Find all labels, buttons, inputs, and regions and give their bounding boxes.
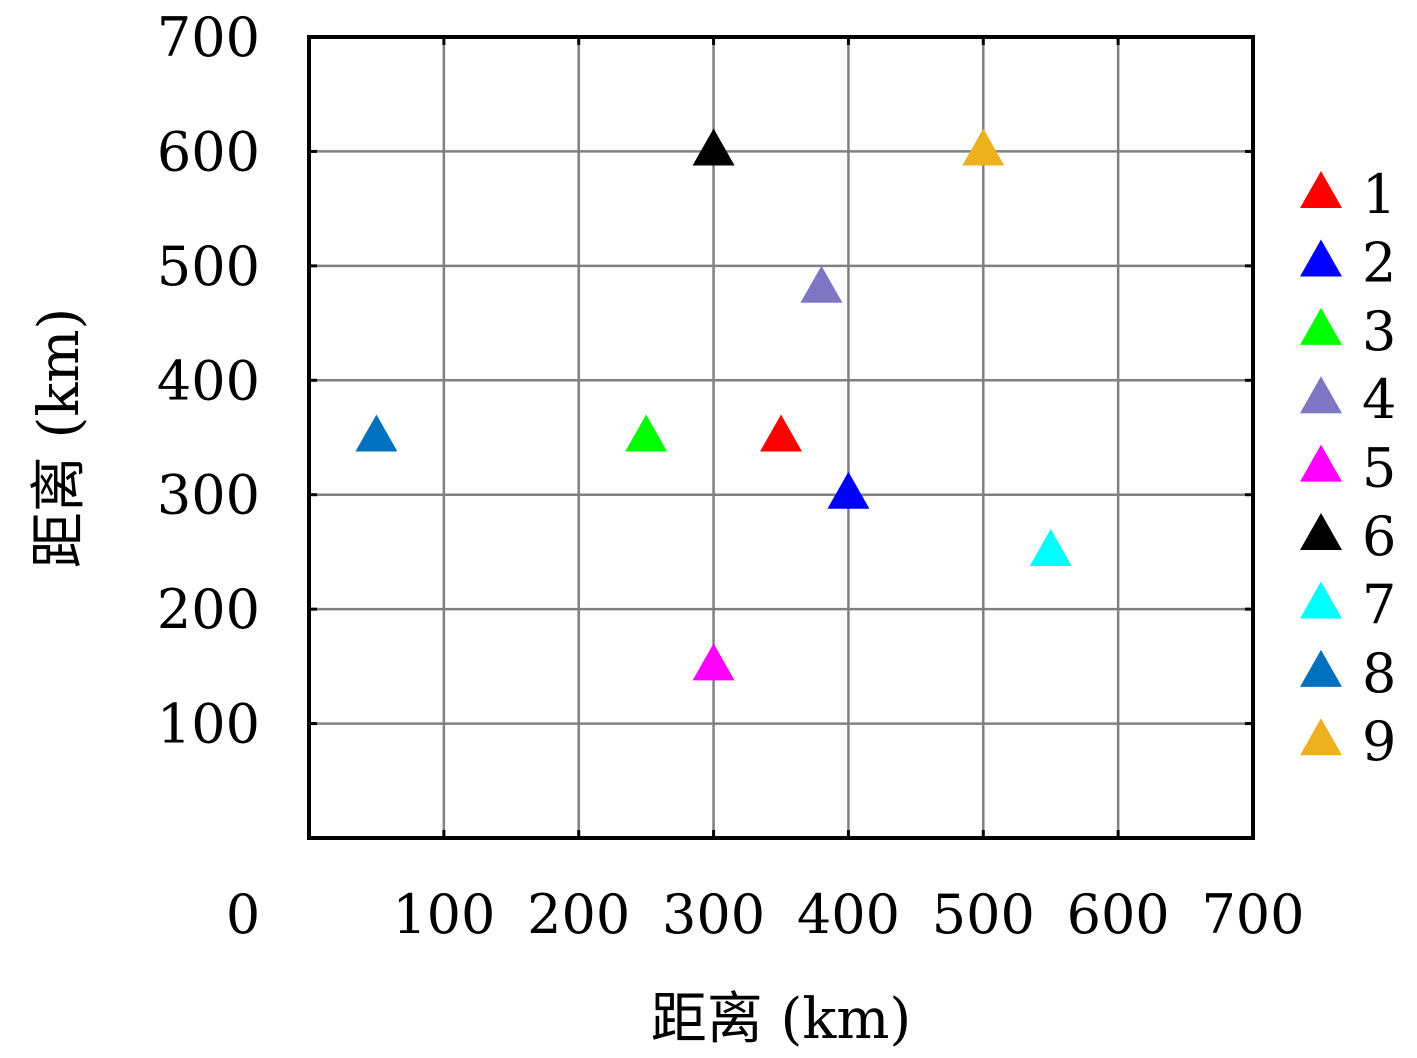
y-tick-label: 500 [157,235,260,298]
x-tick-label: 600 [1067,883,1170,946]
data-point-series-8 [355,414,398,452]
legend-label-7: 7 [1362,573,1396,636]
legend-marker-5 [1300,444,1342,482]
legend-marker-9 [1300,718,1342,756]
data-point-series-9 [962,128,1005,166]
legend-marker-6 [1300,513,1342,551]
y-tick-label: 600 [157,120,260,183]
y-tick-label: 700 [157,6,260,69]
legend-label-2: 2 [1362,231,1396,294]
legend-label-9: 9 [1362,710,1396,773]
data-point-series-7 [1029,528,1072,566]
x-tick-label: 700 [1201,883,1304,946]
data-points [355,128,1072,681]
y-tick-label: 300 [157,464,260,527]
y-axis-label: 距离 (km) [27,308,92,569]
x-tick-labels: 0 100 200 300 400 500 600 700 [226,883,1305,946]
y-tick-labels: 100 200 300 400 500 600 700 [157,6,260,756]
x-axis-label: 距离 (km) [651,987,912,1052]
legend-label-5: 5 [1362,437,1396,500]
legend-marker-3 [1300,307,1342,345]
y-tick-label: 200 [157,578,260,641]
x-tick-label: 200 [527,883,630,946]
x-tick-label: 300 [662,883,765,946]
data-point-series-3 [625,414,668,452]
legend-label-3: 3 [1362,300,1396,363]
data-point-series-6 [692,128,735,166]
x-tick-label: 500 [932,883,1035,946]
legend-marker-7 [1300,581,1342,619]
y-tick-label: 100 [157,693,260,756]
x-tick-label: 400 [797,883,900,946]
data-point-series-1 [760,414,802,452]
legend-label-8: 8 [1362,642,1396,705]
x-tick-label: 100 [392,883,495,946]
legend-label-4: 4 [1362,368,1396,431]
y-tick-label: 400 [157,349,260,412]
legend-marker-1 [1300,171,1342,209]
data-point-series-5 [692,643,735,681]
tick-marks [307,35,1255,838]
data-point-series-4 [800,265,843,303]
legend-marker-4 [1300,376,1342,414]
grid-lines [309,37,1253,838]
legend-label-1: 1 [1362,163,1396,226]
data-point-series-2 [827,471,870,509]
x-tick-label: 0 [226,883,260,946]
legend-label-6: 6 [1362,505,1396,568]
legend-marker-2 [1300,239,1342,277]
legend-marker-8 [1300,649,1342,687]
plot-area-frame [307,35,1255,840]
